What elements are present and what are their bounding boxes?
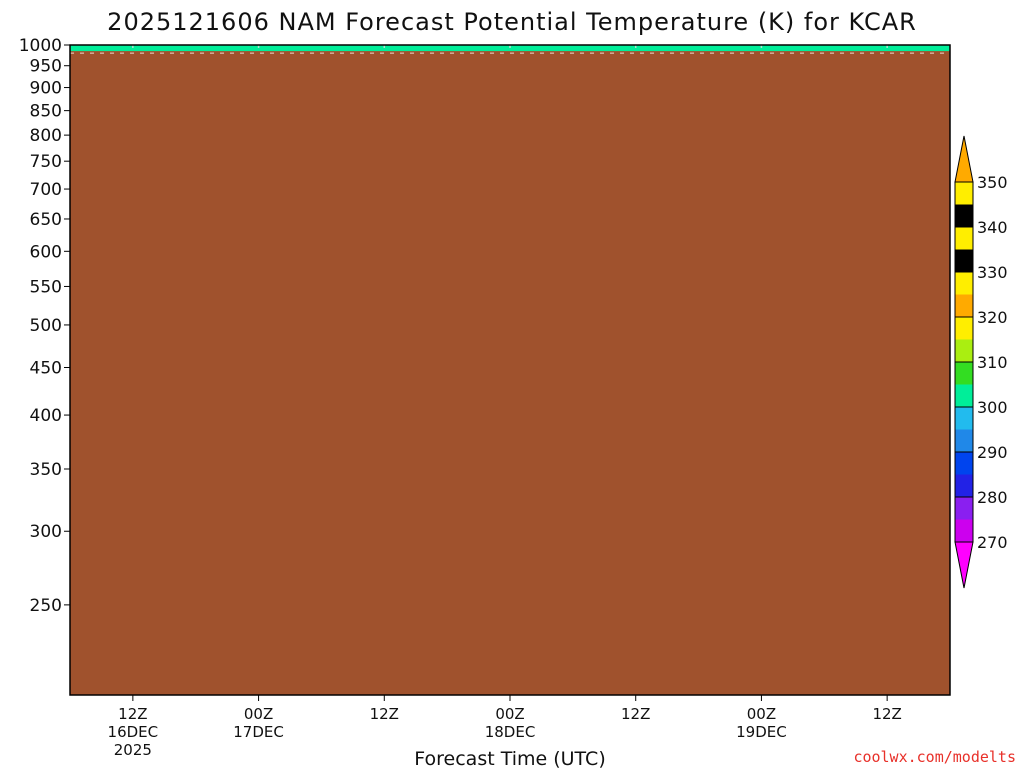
y-tick-label: 500 (30, 316, 62, 336)
x-tick-label: 12Z (872, 705, 901, 723)
x-tick-label: 19DEC (736, 723, 787, 741)
colorbar-segment (955, 182, 973, 205)
colorbar-segment (955, 204, 973, 227)
y-tick-label: 400 (30, 406, 62, 426)
x-tick-label: 12Z (621, 705, 650, 723)
x-tick-label: 17DEC (233, 723, 284, 741)
colorbar: 270 280 290 300 310 320 330 340 350 (954, 135, 1008, 589)
y-tick-label: 900 (30, 79, 62, 99)
y-tick-label: 750 (30, 152, 62, 172)
colorbar-segment (955, 429, 973, 452)
x-tick-label: 00Z (747, 705, 776, 723)
y-tick-label: 450 (30, 358, 62, 378)
x-tick-label: 18DEC (485, 723, 536, 741)
ground-fill (70, 51, 950, 695)
colorbar-tick-label: 290 (977, 443, 1008, 462)
y-tick-label: 700 (30, 180, 62, 200)
credit-text: coolwx.com/modelts (853, 748, 1016, 766)
chart-title: 2025121606 NAM Forecast Potential Temper… (107, 8, 917, 36)
colorbar-extend-high (954, 135, 974, 183)
y-tick-label: 850 (30, 102, 62, 122)
x-tick-label: 12Z (118, 705, 147, 723)
y-tick-label: 800 (30, 126, 62, 146)
colorbar-extend-low (954, 541, 974, 589)
colorbar-tick-label: 330 (977, 263, 1008, 282)
colorbar-segment (955, 227, 973, 250)
colorbar-segment (955, 362, 973, 385)
colorbar-segment (955, 519, 973, 542)
y-tick-label: 1000 (19, 36, 62, 56)
x-tick-label: 16DEC (108, 723, 159, 741)
colorbar-tick-label: 280 (977, 488, 1008, 507)
colorbar-segment (955, 249, 973, 272)
colorbar-tick-label: 310 (977, 353, 1008, 372)
y-tick-label: 300 (30, 522, 62, 542)
colorbar-segment (955, 339, 973, 362)
colorbar-tick-label: 300 (977, 398, 1008, 417)
colorbar-tick-label: 270 (977, 533, 1008, 552)
colorbar-segment (955, 474, 973, 497)
y-tick-label: 600 (30, 242, 62, 262)
x-tick-label: 2025 (114, 741, 152, 759)
y-axis: 250 300 350 400 450 500 550 600 650 700 750 800 850 9… (19, 36, 70, 616)
y-tick-label: 250 (30, 596, 62, 616)
plot-area: 2722762802842882922963003043083123163203… (70, 45, 950, 695)
colorbar-segment (955, 272, 973, 295)
x-axis-label: Forecast Time (UTC) (414, 748, 605, 768)
y-tick-label: 650 (30, 210, 62, 230)
colorbar-tick-label: 340 (977, 218, 1008, 237)
colorbar-segment (955, 452, 973, 475)
colorbar-segment (955, 407, 973, 430)
colorbar-tick-label: 320 (977, 308, 1008, 327)
x-tick-label: 00Z (244, 705, 273, 723)
colorbar-tick-label: 350 (977, 173, 1008, 192)
colorbar-segment (955, 294, 973, 317)
y-tick-label: 350 (30, 460, 62, 480)
x-tick-label: 12Z (370, 705, 399, 723)
x-tick-label: 00Z (495, 705, 524, 723)
y-tick-label: 550 (30, 277, 62, 297)
colorbar-segment (955, 497, 973, 520)
y-tick-label: 950 (30, 57, 62, 77)
colorbar-segment (955, 317, 973, 340)
colorbar-segment (955, 384, 973, 407)
